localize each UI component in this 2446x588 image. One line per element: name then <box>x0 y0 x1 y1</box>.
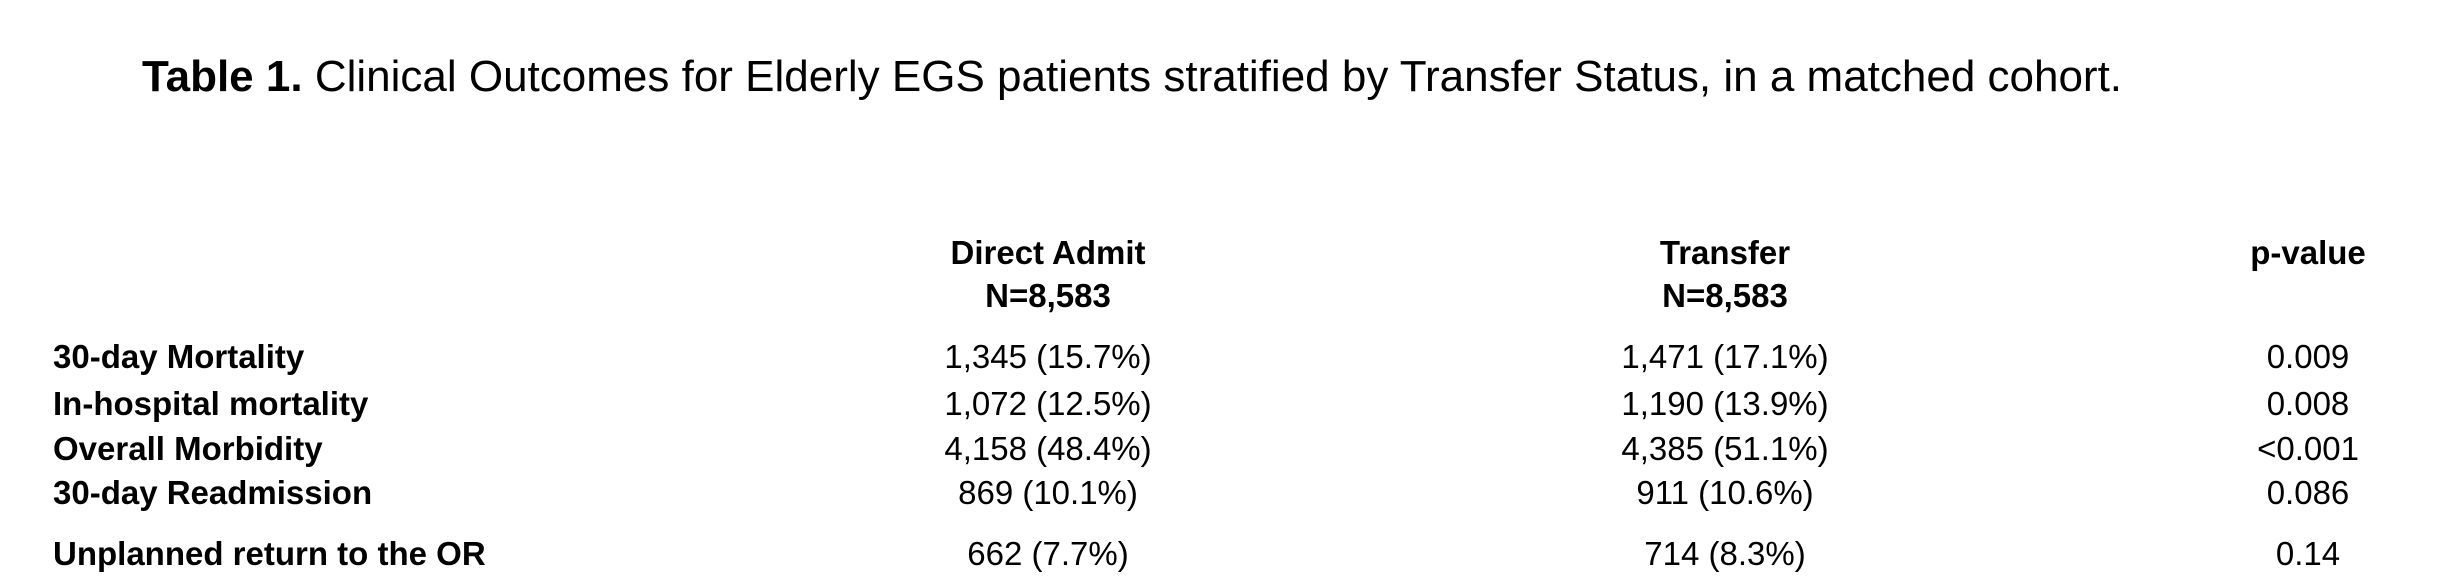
table-cell: <0.001 <box>2257 430 2359 467</box>
caption-label: Table 1. <box>142 52 303 101</box>
table-cell: 1,072 (12.5%) <box>944 385 1152 422</box>
table-cell: 662 (7.7%) <box>967 535 1129 572</box>
table-cell: 0.009 <box>2266 338 2350 375</box>
table-cell: 911 (10.6%) <box>1636 474 1814 511</box>
table-cell: 0.14 <box>2275 535 2341 572</box>
row-label: Overall Morbidity <box>53 430 323 467</box>
table-cell: 869 (10.1%) <box>958 474 1138 511</box>
table-cell: 4,385 (51.1%) <box>1621 430 1829 467</box>
caption-text: Clinical Outcomes for Elderly EGS patien… <box>314 52 2123 101</box>
table-cell: 0.008 <box>2266 385 2350 422</box>
table-cell: 1,345 (15.7%) <box>944 338 1152 375</box>
column-count: N=8,583 <box>1662 277 1788 314</box>
column-header: Transfer <box>1659 234 1791 271</box>
table-cell: 714 (8.3%) <box>1644 535 1806 572</box>
table-cell: 1,471 (17.1%) <box>1621 338 1829 375</box>
table-caption: Table 1. Clinical Outcomes for Elderly E… <box>142 42 2292 112</box>
row-label: Unplanned return to the OR <box>53 535 486 572</box>
column-header: Direct Admit <box>950 234 1146 271</box>
row-label: In-hospital mortality <box>53 385 369 422</box>
row-label: 30-day Readmission <box>53 474 373 511</box>
table-cell: 0.086 <box>2266 474 2350 511</box>
column-header: p-value <box>2250 234 2366 271</box>
table-cell: 1,190 (13.9%) <box>1621 385 1829 422</box>
row-label: 30-day Mortality <box>53 338 305 375</box>
table-cell: 4,158 (48.4%) <box>944 430 1152 467</box>
column-count: N=8,583 <box>985 277 1111 314</box>
